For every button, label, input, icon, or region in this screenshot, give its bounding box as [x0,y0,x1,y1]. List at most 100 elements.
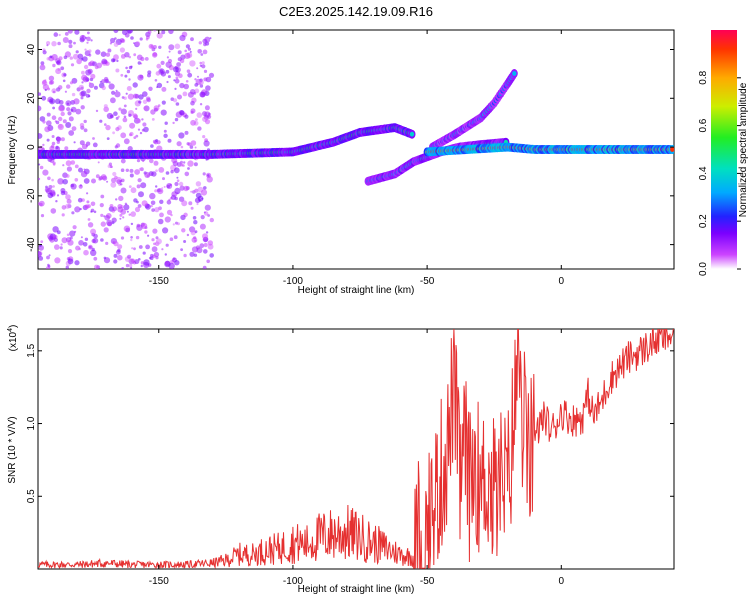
spectrogram-cell [166,80,169,84]
x-tick-label: -150 [149,576,169,587]
spectrogram-cell [126,210,129,213]
spectrogram-cell [206,176,213,183]
spectrogram-cell [176,141,182,147]
spectrogram-cell [155,185,158,188]
spectrogram-cell [115,116,119,120]
spectrogram-cell [38,251,42,258]
spectrogram-cell [46,120,52,126]
spectrogram-cell [46,138,50,142]
spectrogram-cell [179,34,186,42]
spectrogram-cell [199,84,204,88]
spectrogram-cell [74,164,79,169]
spectrogram-cell [39,64,46,71]
spectrogram-cell [72,225,77,230]
spectrogram-cell [52,185,55,188]
spectrogram-cell [110,165,113,169]
spectrogram-cell [153,242,156,246]
spectrogram-cell [56,194,60,197]
spectrogram-cell [187,160,194,167]
spectrogram-cell [119,217,122,220]
x-tick-label: -150 [149,276,169,287]
spectrogram-cell [187,142,192,147]
spectrogram-cell [87,31,90,35]
spectrogram-cell [199,223,206,230]
spectrogram-cell [187,47,191,51]
spectrogram-cell [54,98,61,105]
spectrogram-cell [184,52,191,60]
spectrogram-cell [137,204,142,208]
spectrogram-cell [132,82,138,88]
spectrogram-cell [93,256,98,261]
spectrogram-cell [137,61,141,65]
spectrogram-cell [120,132,127,139]
spectrogram-cell [48,254,51,257]
spectrogram-cell [134,169,141,175]
spectrogram-cell [167,75,171,79]
spectrogram-cell [120,168,125,172]
spectrogram-cell [143,106,148,111]
colorbar: 0.0 0.2 0.4 0.6 0.8 Normalized spectral ampl… [698,30,749,276]
colorbar-tick-label: 0.4 [698,166,709,180]
spectrogram-cell [127,93,134,100]
spectrogram-cell [168,50,171,53]
spectrogram-cell [165,61,172,68]
spectrogram-cell [126,30,133,34]
spectrogram-cell [202,135,206,139]
spectrogram-cell [144,57,149,61]
spectrogram-cell [103,76,109,82]
spectrogram-cell [113,111,118,116]
spectrogram-cell [84,48,87,51]
spectrogram-cell [77,53,84,60]
colorbar-tick-label: 0.2 [698,214,709,228]
spectrogram-cell [201,61,205,65]
spectrogram-cell [168,30,174,35]
spectrogram-cell [60,137,65,142]
spectrogram-cell [78,167,83,173]
spectrogram-cell [115,68,120,73]
spectrogram-cell [174,43,181,50]
spectrogram-cell [69,56,74,60]
spectrogram-cell [203,42,207,47]
spectrogram-cell [140,182,147,189]
spectrogram-cell [59,246,63,250]
spectrogram-cell [156,63,162,69]
spectrogram-cell [50,80,55,85]
spectrogram-cell [203,249,208,254]
spectrogram-cell [142,251,146,255]
spectrogram-cell [70,63,75,67]
spectrogram-cell [131,247,134,250]
spectrogram-cell [56,137,61,142]
spectrogram-cell [121,267,125,269]
spectrogram-cell [124,74,128,78]
spectrogram-cell [130,187,137,194]
spectrogram-cell [65,122,72,128]
spectrogram-cell [207,240,213,246]
spectrogram-cell [141,118,144,121]
spectrogram-cell [71,211,75,215]
spectrogram-cell [58,56,63,61]
spectrogram-cell [40,214,45,218]
spectrogram-cell [38,105,42,112]
spectrogram-cell [51,178,54,182]
y-tick-label: 20 [26,92,37,104]
spectrogram-cell [155,169,158,172]
spectrogram-cell [142,122,147,127]
spectrogram-cell [129,133,132,137]
spectrogram-cell [206,259,210,264]
spectrogram-cell [64,90,67,93]
spectrogram-cell [185,44,190,49]
spectrogram-cell [164,216,171,223]
spectrogram-cell [190,230,196,236]
spectrogram-cell [149,192,156,200]
spectrogram-cell [146,174,150,178]
spectrogram-cell [150,144,154,148]
spectrogram-cell [130,36,134,40]
spectrogram-panel: -150 -100 -50 0 -40 -20 0 20 40 Height of strai… [7,29,675,296]
spectrogram-cell [55,68,62,75]
spectrogram-cell [207,174,210,177]
chart-title: C2E3.2025.142.19.09.R16 [279,4,433,19]
spectrogram-cell [91,178,96,184]
spectrogram-cell [126,69,131,74]
spectrogram-cell [130,211,136,217]
spectrogram-cell [63,55,68,60]
